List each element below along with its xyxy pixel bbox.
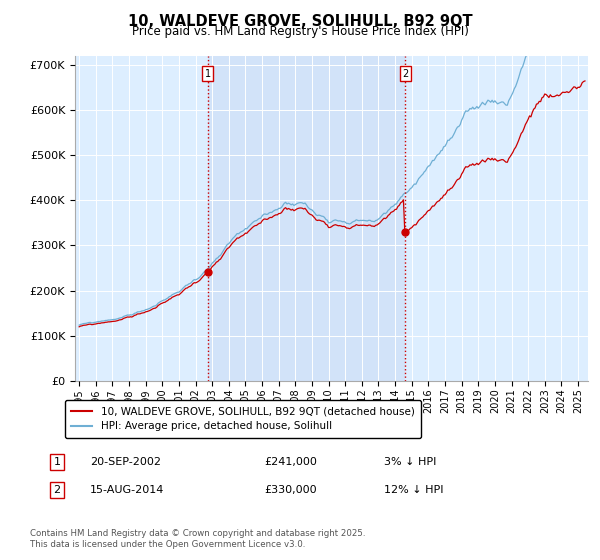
Text: 3% ↓ HPI: 3% ↓ HPI (384, 457, 436, 467)
Text: 1: 1 (53, 457, 61, 467)
Text: 1: 1 (205, 69, 211, 79)
Text: 20-SEP-2002: 20-SEP-2002 (90, 457, 161, 467)
Text: £241,000: £241,000 (264, 457, 317, 467)
Text: £330,000: £330,000 (264, 485, 317, 495)
Text: 2: 2 (53, 485, 61, 495)
Text: Price paid vs. HM Land Registry's House Price Index (HPI): Price paid vs. HM Land Registry's House … (131, 25, 469, 38)
Text: 12% ↓ HPI: 12% ↓ HPI (384, 485, 443, 495)
Bar (208, 56, 406, 381)
Text: 2: 2 (402, 69, 409, 79)
Text: Contains HM Land Registry data © Crown copyright and database right 2025.
This d: Contains HM Land Registry data © Crown c… (30, 529, 365, 549)
Text: 10, WALDEVE GROVE, SOLIHULL, B92 9QT: 10, WALDEVE GROVE, SOLIHULL, B92 9QT (128, 14, 472, 29)
Text: 15-AUG-2014: 15-AUG-2014 (90, 485, 164, 495)
Legend: 10, WALDEVE GROVE, SOLIHULL, B92 9QT (detached house), HPI: Average price, detac: 10, WALDEVE GROVE, SOLIHULL, B92 9QT (de… (65, 400, 421, 438)
